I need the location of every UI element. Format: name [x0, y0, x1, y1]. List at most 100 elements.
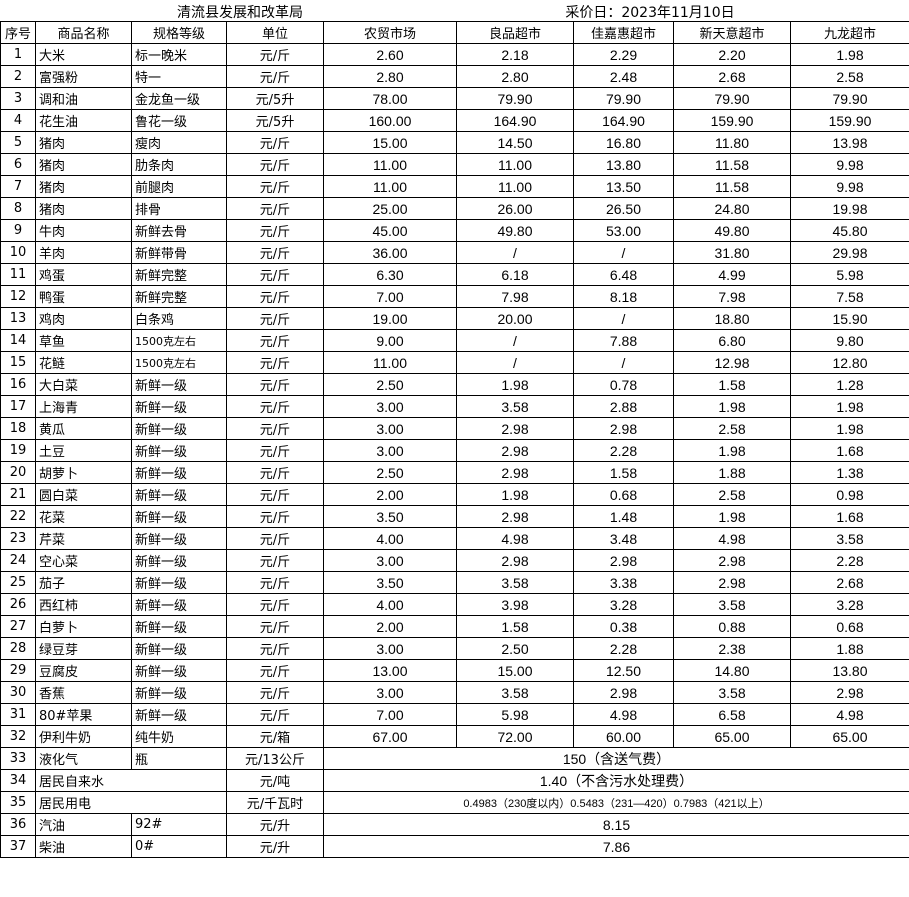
table-cell[interactable]: 7 [0, 175, 36, 198]
table-cell[interactable]: 元/斤 [226, 43, 324, 66]
table-cell[interactable]: 2.28 [573, 637, 674, 660]
table-cell[interactable]: 6.30 [323, 263, 457, 286]
table-cell[interactable]: 3.58 [456, 571, 574, 594]
table-cell[interactable]: 新鲜一级 [131, 593, 227, 616]
table-cell[interactable]: 西红柿 [35, 593, 132, 616]
table-cell[interactable]: 15.00 [456, 659, 574, 682]
table-cell[interactable]: 新鲜去骨 [131, 219, 227, 242]
table-cell[interactable]: 65.00 [790, 725, 909, 748]
table-cell[interactable]: 茄子 [35, 571, 132, 594]
table-cell[interactable]: 1.98 [456, 483, 574, 506]
table-cell[interactable]: 2.48 [573, 65, 674, 88]
table-cell[interactable]: 2.18 [456, 43, 574, 66]
table-cell[interactable]: 4.00 [323, 593, 457, 616]
table-cell[interactable]: 新鲜一级 [131, 439, 227, 462]
table-cell[interactable]: 新鲜一级 [131, 527, 227, 550]
table-cell[interactable]: 元/斤 [226, 197, 324, 220]
table-cell[interactable]: 0# [131, 835, 227, 858]
table-cell[interactable]: 60.00 [573, 725, 674, 748]
table-cell[interactable]: 元/斤 [226, 439, 324, 462]
table-cell[interactable]: 8 [0, 197, 36, 220]
table-cell[interactable]: 新鲜完整 [131, 263, 227, 286]
table-cell[interactable]: 4.98 [456, 527, 574, 550]
table-cell[interactable]: 49.80 [456, 219, 574, 242]
table-cell[interactable]: 新鲜一级 [131, 417, 227, 440]
table-cell[interactable]: 14.80 [673, 659, 791, 682]
table-cell[interactable]: 18.80 [673, 307, 791, 330]
table-cell[interactable]: 新鲜一级 [131, 637, 227, 660]
table-cell[interactable]: / [456, 241, 574, 264]
table-cell[interactable]: 肋条肉 [131, 153, 227, 176]
table-cell[interactable]: 元/斤 [226, 395, 324, 418]
table-cell[interactable]: 7.00 [323, 285, 457, 308]
table-cell[interactable]: 26.00 [456, 197, 574, 220]
table-cell[interactable]: 1.88 [790, 637, 909, 660]
table-cell[interactable]: 1.58 [673, 373, 791, 396]
table-cell[interactable]: 元/斤 [226, 241, 324, 264]
table-cell[interactable]: 12.50 [573, 659, 674, 682]
table-cell[interactable]: 鲁花一级 [131, 109, 227, 132]
table-cell[interactable]: 土豆 [35, 439, 132, 462]
column-header[interactable]: 规格等级 [131, 21, 227, 44]
table-cell[interactable]: 瓶 [131, 747, 227, 770]
table-cell[interactable]: 8.18 [573, 285, 674, 308]
table-cell[interactable]: 花菜 [35, 505, 132, 528]
table-cell[interactable]: 1500克左右 [131, 351, 227, 374]
table-cell[interactable]: 1.48 [573, 505, 674, 528]
table-cell[interactable]: / [573, 241, 674, 264]
table-cell[interactable]: 草鱼 [35, 329, 132, 352]
table-cell[interactable]: 2.98 [456, 461, 574, 484]
table-cell[interactable]: 元/斤 [226, 329, 324, 352]
table-cell[interactable]: 11.58 [673, 175, 791, 198]
table-cell[interactable]: 2.98 [573, 549, 674, 572]
table-cell[interactable]: 新鲜一级 [131, 615, 227, 638]
table-cell[interactable]: 1.98 [790, 417, 909, 440]
table-cell[interactable]: 5 [0, 131, 36, 154]
table-cell[interactable]: 9.00 [323, 329, 457, 352]
table-cell[interactable]: 26.50 [573, 197, 674, 220]
table-cell[interactable]: 元/斤 [226, 351, 324, 374]
table-cell[interactable]: 元/斤 [226, 131, 324, 154]
table-cell[interactable]: 1.98 [790, 43, 909, 66]
column-header[interactable]: 农贸市场 [323, 21, 457, 44]
table-cell[interactable]: 20 [0, 461, 36, 484]
table-cell[interactable]: 元/斤 [226, 263, 324, 286]
column-header[interactable]: 良品超市 [456, 21, 574, 44]
table-cell[interactable]: 豆腐皮 [35, 659, 132, 682]
table-cell[interactable]: 45.00 [323, 219, 457, 242]
table-cell[interactable]: 12.98 [673, 351, 791, 374]
table-cell[interactable]: 2.58 [790, 65, 909, 88]
table-cell[interactable]: 3.38 [573, 571, 674, 594]
table-cell[interactable]: 牛肉 [35, 219, 132, 242]
table-cell[interactable]: 金龙鱼一级 [131, 87, 227, 110]
table-cell[interactable]: 大白菜 [35, 373, 132, 396]
table-cell[interactable]: 元/斤 [226, 373, 324, 396]
table-cell[interactable]: 6.48 [573, 263, 674, 286]
merged-price-cell[interactable]: 150（含送气费） [323, 747, 909, 770]
table-cell[interactable]: 7.88 [573, 329, 674, 352]
table-cell[interactable]: 3.58 [456, 681, 574, 704]
table-cell[interactable]: 元/吨 [226, 769, 324, 792]
table-cell[interactable]: 7.98 [673, 285, 791, 308]
table-cell[interactable]: 0.98 [790, 483, 909, 506]
table-cell[interactable]: 78.00 [323, 87, 457, 110]
table-cell[interactable]: 居民用电 [35, 791, 227, 814]
table-cell[interactable]: 30 [0, 681, 36, 704]
table-cell[interactable]: 79.90 [673, 87, 791, 110]
table-cell[interactable]: 6.18 [456, 263, 574, 286]
table-cell[interactable]: / [573, 307, 674, 330]
table-cell[interactable]: 元/13公斤 [226, 747, 324, 770]
column-header[interactable]: 九龙超市 [790, 21, 909, 44]
table-cell[interactable]: 1.28 [790, 373, 909, 396]
table-cell[interactable]: 伊利牛奶 [35, 725, 132, 748]
table-cell[interactable]: 19.98 [790, 197, 909, 220]
table-cell[interactable]: 2.98 [790, 681, 909, 704]
table-cell[interactable]: 元/斤 [226, 285, 324, 308]
table-cell[interactable]: 11 [0, 263, 36, 286]
table-cell[interactable]: 23 [0, 527, 36, 550]
table-cell[interactable]: 圆白菜 [35, 483, 132, 506]
table-cell[interactable]: 羊肉 [35, 241, 132, 264]
table-cell[interactable]: 元/斤 [226, 417, 324, 440]
table-cell[interactable]: 液化气 [35, 747, 132, 770]
table-cell[interactable]: 新鲜带骨 [131, 241, 227, 264]
